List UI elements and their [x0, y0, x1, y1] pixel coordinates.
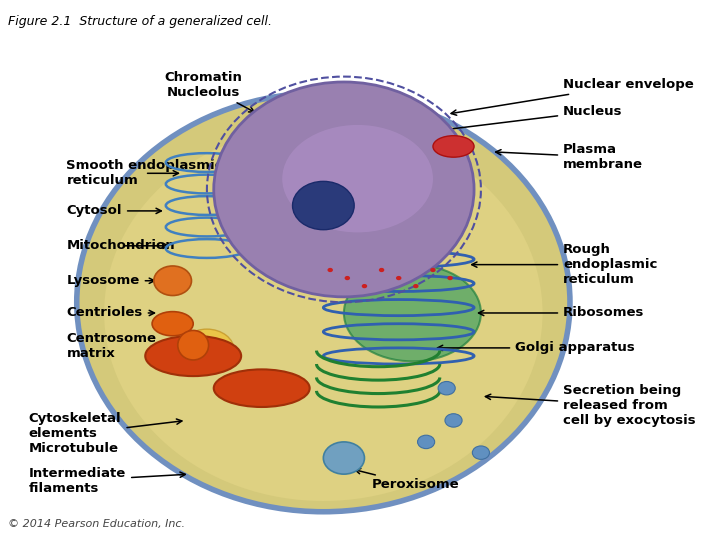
Ellipse shape [433, 136, 474, 157]
Text: Intermediate
filaments: Intermediate filaments [29, 467, 185, 495]
Text: Nuclear envelope: Nuclear envelope [451, 78, 694, 115]
Text: Lysosome: Lysosome [66, 274, 155, 287]
Text: Cytoskeletal
elements
Microtubule: Cytoskeletal elements Microtubule [29, 413, 182, 455]
Ellipse shape [472, 446, 490, 460]
Ellipse shape [328, 268, 333, 272]
Text: Golgi apparatus: Golgi apparatus [438, 341, 635, 354]
Ellipse shape [145, 336, 241, 376]
Ellipse shape [438, 381, 455, 395]
Ellipse shape [214, 369, 310, 407]
Text: Secretion being
released from
cell by exocytosis: Secretion being released from cell by ex… [485, 384, 696, 427]
Text: Centrioles: Centrioles [66, 307, 155, 320]
Ellipse shape [396, 276, 402, 280]
Ellipse shape [413, 284, 418, 288]
Text: Plasma
membrane: Plasma membrane [495, 143, 643, 171]
Text: Smooth endoplasmic
reticulum: Smooth endoplasmic reticulum [66, 159, 223, 187]
Text: Cytosol: Cytosol [66, 205, 161, 218]
Ellipse shape [178, 330, 209, 360]
Ellipse shape [379, 268, 384, 272]
Ellipse shape [418, 435, 435, 449]
Text: Chromatin
Nucleolus: Chromatin Nucleolus [165, 71, 254, 112]
Ellipse shape [104, 125, 543, 501]
Ellipse shape [179, 329, 234, 372]
Text: Ribosomes: Ribosomes [479, 307, 644, 320]
Ellipse shape [447, 276, 453, 280]
Text: Mitochondrion: Mitochondrion [66, 239, 175, 252]
Text: Nucleus: Nucleus [444, 105, 623, 132]
Ellipse shape [344, 265, 481, 361]
Ellipse shape [154, 266, 192, 295]
Ellipse shape [345, 276, 350, 280]
Text: Rough
endoplasmic
reticulum: Rough endoplasmic reticulum [472, 243, 657, 286]
Ellipse shape [323, 442, 364, 474]
Ellipse shape [431, 268, 436, 272]
Text: Figure 2.1  Structure of a generalized cell.: Figure 2.1 Structure of a generalized ce… [8, 15, 272, 28]
Text: Peroxisome: Peroxisome [355, 469, 459, 491]
Text: Centrosome
matrix: Centrosome matrix [66, 332, 165, 360]
Ellipse shape [282, 125, 433, 232]
Ellipse shape [77, 93, 570, 512]
Ellipse shape [445, 414, 462, 427]
Ellipse shape [361, 284, 367, 288]
Text: © 2014 Pearson Education, Inc.: © 2014 Pearson Education, Inc. [8, 519, 185, 529]
Ellipse shape [214, 82, 474, 297]
Ellipse shape [152, 312, 193, 336]
Ellipse shape [292, 181, 354, 229]
